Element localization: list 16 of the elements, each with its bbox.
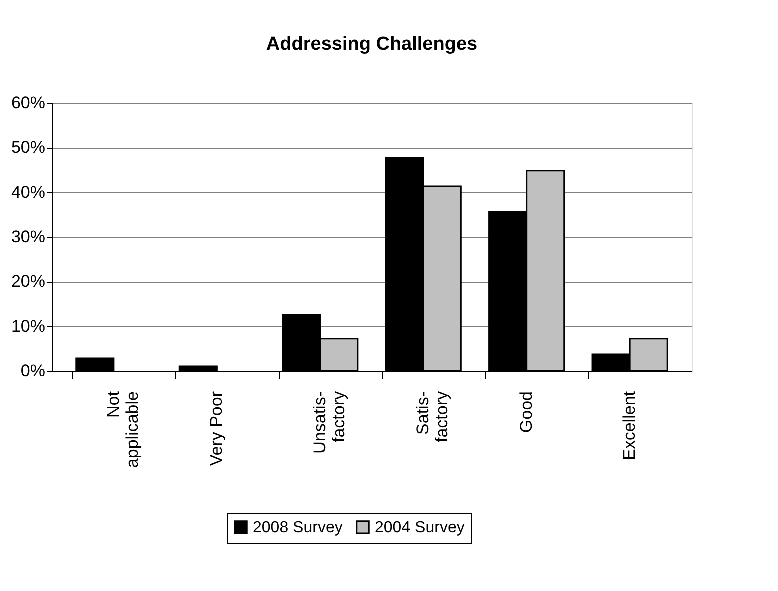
x-tick-label: Satis- factory — [414, 391, 452, 443]
chart-title: Addressing Challenges — [266, 34, 478, 55]
y-tick-label: 20% — [11, 272, 46, 292]
y-tick-label: 40% — [11, 182, 46, 202]
x-tick-label: Very Poor — [207, 391, 226, 466]
x-tick-label: Unsatis- factory — [310, 391, 348, 454]
legend-label: 2008 Survey — [253, 519, 343, 536]
y-tick-label: 30% — [11, 228, 46, 246]
y-tick-label: 50% — [11, 138, 46, 158]
x-tick-label: Excellent — [620, 391, 640, 460]
y-tick-label: 0% — [20, 362, 46, 380]
x-tick-label: Not applicable — [104, 391, 142, 468]
y-tick-label: 10% — [11, 316, 46, 336]
y-tick-label: 60% — [11, 94, 46, 112]
legend-label: 2004 Survey — [375, 519, 465, 536]
x-tick-label: Good — [516, 392, 536, 434]
